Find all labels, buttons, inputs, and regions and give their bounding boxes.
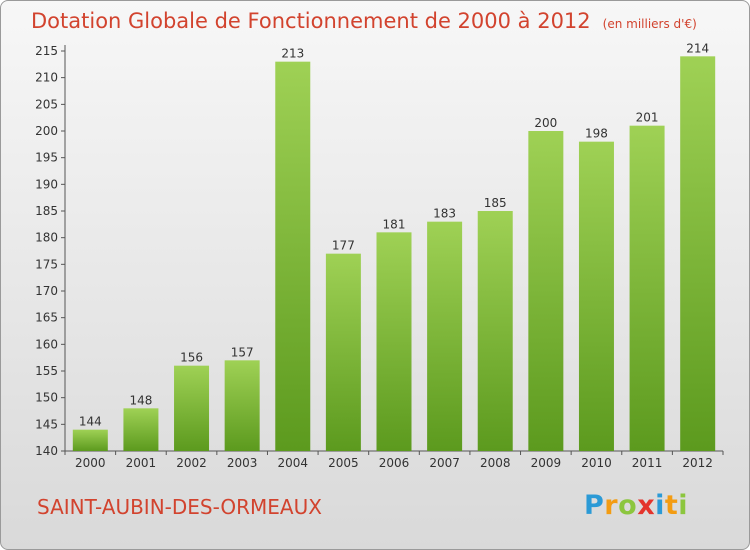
bar-value-label: 156 [180,351,203,365]
chart-labels: 144 2000 148 2001 156 2002 157 2003 213 2004 177 20… [75,41,713,470]
y-tick-label: 190 [35,177,58,191]
y-tick-label: 195 [35,151,58,165]
y-tick-label: 205 [35,97,58,111]
bar-value-label: 157 [231,345,254,359]
x-tick-label: 2010 [581,456,612,470]
bar-2002 [174,365,210,451]
bar-2012 [680,56,716,451]
bar-2009 [528,131,564,451]
bar-2006 [376,232,412,451]
x-tick-label: 2009 [531,456,562,470]
y-tick-label: 215 [35,44,58,58]
y-tick-label: 145 [35,417,58,431]
x-tick-label: 2003 [227,456,258,470]
bar-2010 [578,141,614,451]
bar-value-label: 213 [281,47,304,61]
bar-2000 [72,429,108,451]
bar-2003 [224,360,260,451]
bar-value-label: 183 [433,207,456,221]
bar-value-label: 200 [534,116,557,130]
y-tick-label: 160 [35,337,58,351]
y-tick-label: 155 [35,364,58,378]
bar-value-label: 148 [129,393,152,407]
x-tick-label: 2000 [75,456,106,470]
bar-2007 [427,221,463,451]
chart-bars [72,56,716,452]
commune-name: SAINT-AUBIN-DES-ORMEAUX [37,495,322,519]
bar-value-label: 198 [585,127,608,141]
y-tick-label: 180 [35,231,58,245]
chart-subtitle: (en milliers d'€) [602,17,697,31]
x-tick-label: 2007 [429,456,460,470]
chart-title-text: Dotation Globale de Fonctionnement de 20… [31,9,591,33]
bar-value-label: 214 [686,41,709,55]
y-tick-label: 140 [35,444,58,458]
bar-value-label: 185 [484,196,507,210]
bar-value-label: 177 [332,239,355,253]
bar-value-label: 201 [636,111,659,125]
bar-value-label: 181 [383,217,406,231]
bar-2001 [123,408,159,451]
bar-2008 [477,211,513,451]
x-tick-label: 2008 [480,456,511,470]
x-tick-label: 2005 [328,456,359,470]
bar-2004 [275,61,311,452]
y-tick-label: 175 [35,257,58,271]
y-tick-label: 185 [35,204,58,218]
bar-value-label: 144 [79,415,102,429]
bar-2005 [325,253,361,451]
chart-title: Dotation Globale de Fonctionnement de 20… [31,9,697,33]
y-tick-label: 210 [35,71,58,85]
x-tick-label: 2012 [682,456,713,470]
x-tick-label: 2011 [632,456,663,470]
y-tick-label: 170 [35,284,58,298]
y-tick-label: 150 [35,391,58,405]
bar-2011 [629,125,665,452]
x-tick-label: 2006 [379,456,410,470]
chart-axes: 140 145 150 155 160 165 170 175 180 185 190 195 200 2… [35,44,724,458]
y-tick-label: 200 [35,124,58,138]
proxiti-logo: Proxiti [584,490,689,521]
x-tick-label: 2001 [126,456,157,470]
y-tick-label: 165 [35,311,58,325]
x-tick-label: 2004 [277,456,308,470]
x-tick-label: 2002 [176,456,207,470]
